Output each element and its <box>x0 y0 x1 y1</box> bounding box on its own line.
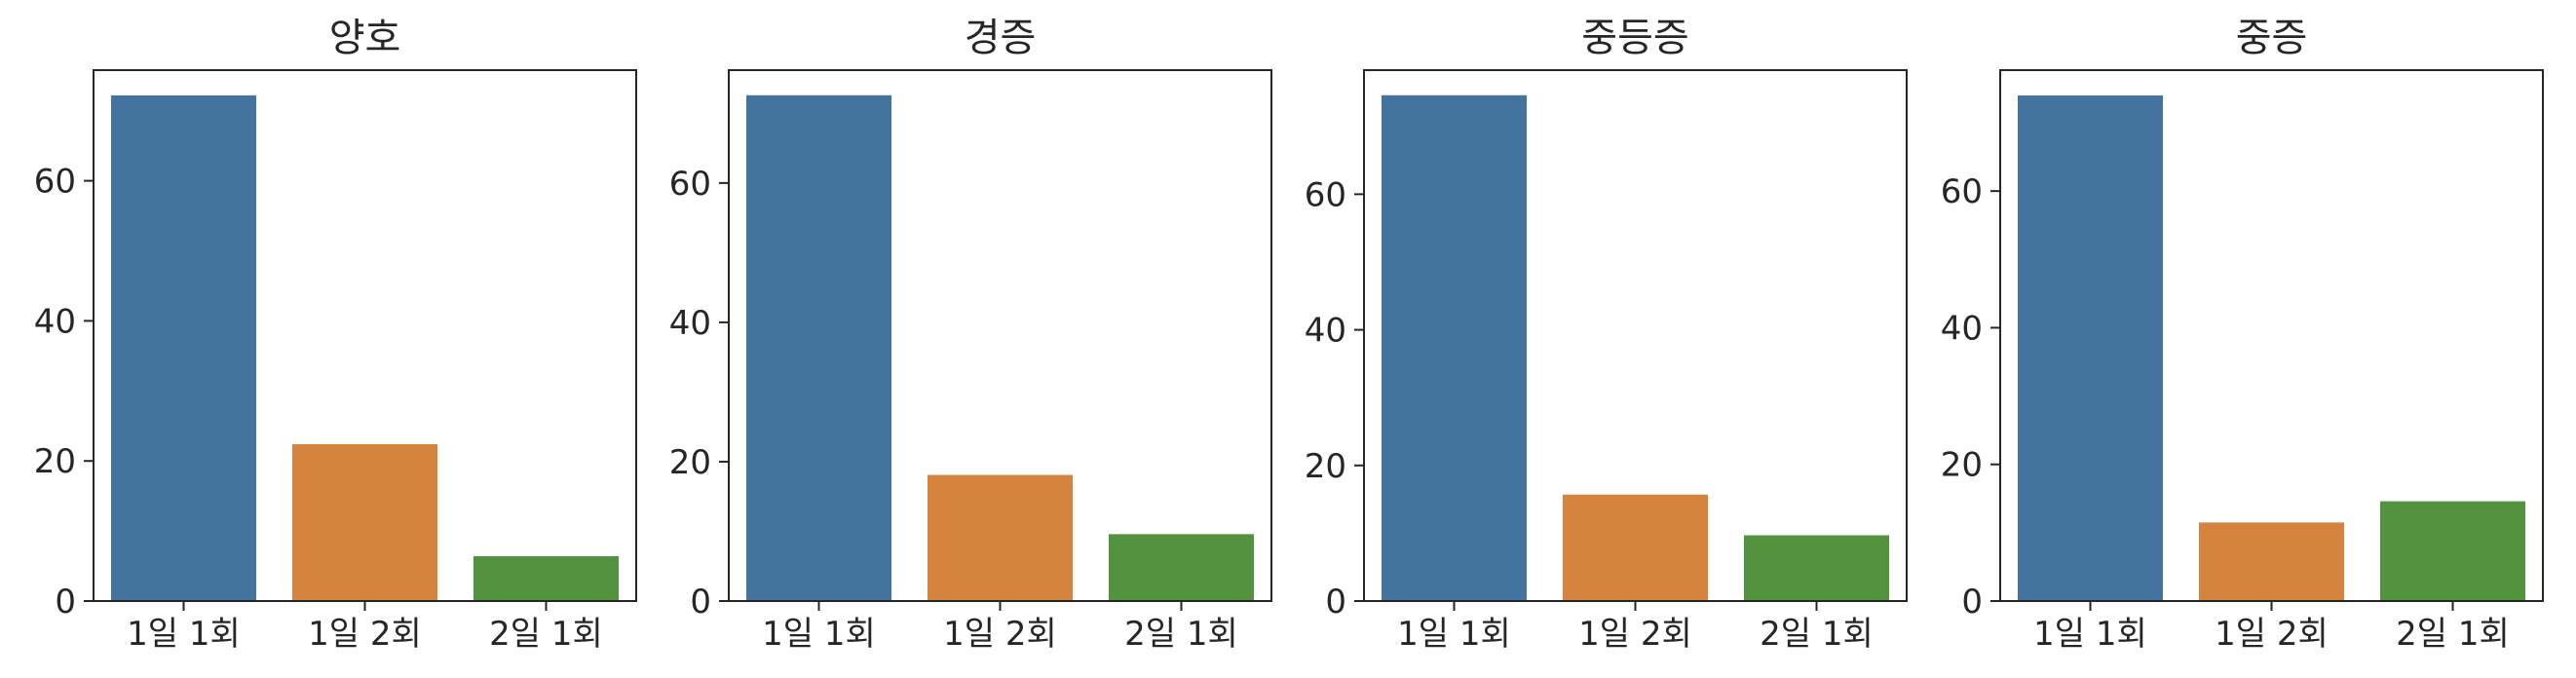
bar <box>111 94 256 601</box>
x-tick-label: 1일 1회 <box>1397 615 1511 654</box>
y-tick-label: 60 <box>1305 175 1346 214</box>
bar <box>1109 534 1254 601</box>
bar <box>474 555 619 601</box>
y-tick-label: 40 <box>1305 312 1346 351</box>
chart-panels: 양호 0 20 40 60 1일 1회 1일 2회 2일 1회 경증 0 20 40 60 1일 1회 1일… <box>34 16 2544 654</box>
y-tick-label: 40 <box>669 304 711 343</box>
y-tick-label: 20 <box>1305 447 1346 486</box>
panel-title: 경증 <box>965 16 1037 60</box>
y-tick-label: 60 <box>34 163 76 202</box>
x-tick-label: 2일 1회 <box>1760 615 1874 654</box>
y-tick-label: 60 <box>669 165 711 204</box>
y-tick-label: 20 <box>1941 446 1983 485</box>
x-tick-label: 2일 1회 <box>1124 615 1238 654</box>
bar <box>2199 522 2344 601</box>
y-tick-label: 0 <box>1961 583 1983 622</box>
x-tick-label: 1일 2회 <box>943 615 1057 654</box>
x-tick-label: 1일 2회 <box>2215 615 2329 654</box>
bar <box>928 474 1073 601</box>
bar <box>2380 501 2525 601</box>
axes-frame <box>1999 69 2544 602</box>
panel-title: 중증 <box>2236 16 2308 60</box>
y-tick-label: 0 <box>1325 583 1346 622</box>
x-tick-label: 1일 1회 <box>2033 615 2147 654</box>
x-tick-label: 2일 1회 <box>489 615 603 654</box>
y-tick-label: 0 <box>690 583 711 622</box>
bar <box>2018 94 2163 601</box>
bar <box>1744 535 1889 601</box>
panel-title: 양호 <box>329 16 401 60</box>
chart-panel: 양호 0 20 40 60 1일 1회 1일 2회 2일 1회 <box>34 16 637 654</box>
axes-frame <box>93 69 637 602</box>
chart-panel: 중등증 0 20 40 60 1일 1회 1일 2회 2일 1회 <box>1305 16 1908 654</box>
axes-frame <box>728 69 1272 602</box>
chart-panel: 경증 0 20 40 60 1일 1회 1일 2회 2일 1회 <box>669 16 1272 654</box>
x-tick-label: 1일 1회 <box>127 615 241 654</box>
y-tick-label: 20 <box>669 443 711 482</box>
bar <box>746 94 891 601</box>
y-tick-label: 40 <box>34 302 76 341</box>
bar <box>1563 494 1708 601</box>
x-tick-label: 1일 1회 <box>762 615 876 654</box>
panel-title: 중등증 <box>1581 16 1688 60</box>
bar <box>292 443 437 601</box>
y-tick-label: 20 <box>34 442 76 481</box>
x-tick-label: 2일 1회 <box>2396 615 2510 654</box>
y-tick-label: 60 <box>1941 172 1983 211</box>
bar <box>1382 94 1527 601</box>
axes-frame <box>1363 69 1908 602</box>
y-tick-label: 40 <box>1941 309 1983 348</box>
chart-panel: 중증 0 20 40 60 1일 1회 1일 2회 2일 1회 <box>1941 16 2544 654</box>
x-tick-label: 1일 2회 <box>1578 615 1692 654</box>
x-tick-label: 1일 2회 <box>308 615 422 654</box>
y-tick-label: 0 <box>55 583 76 622</box>
